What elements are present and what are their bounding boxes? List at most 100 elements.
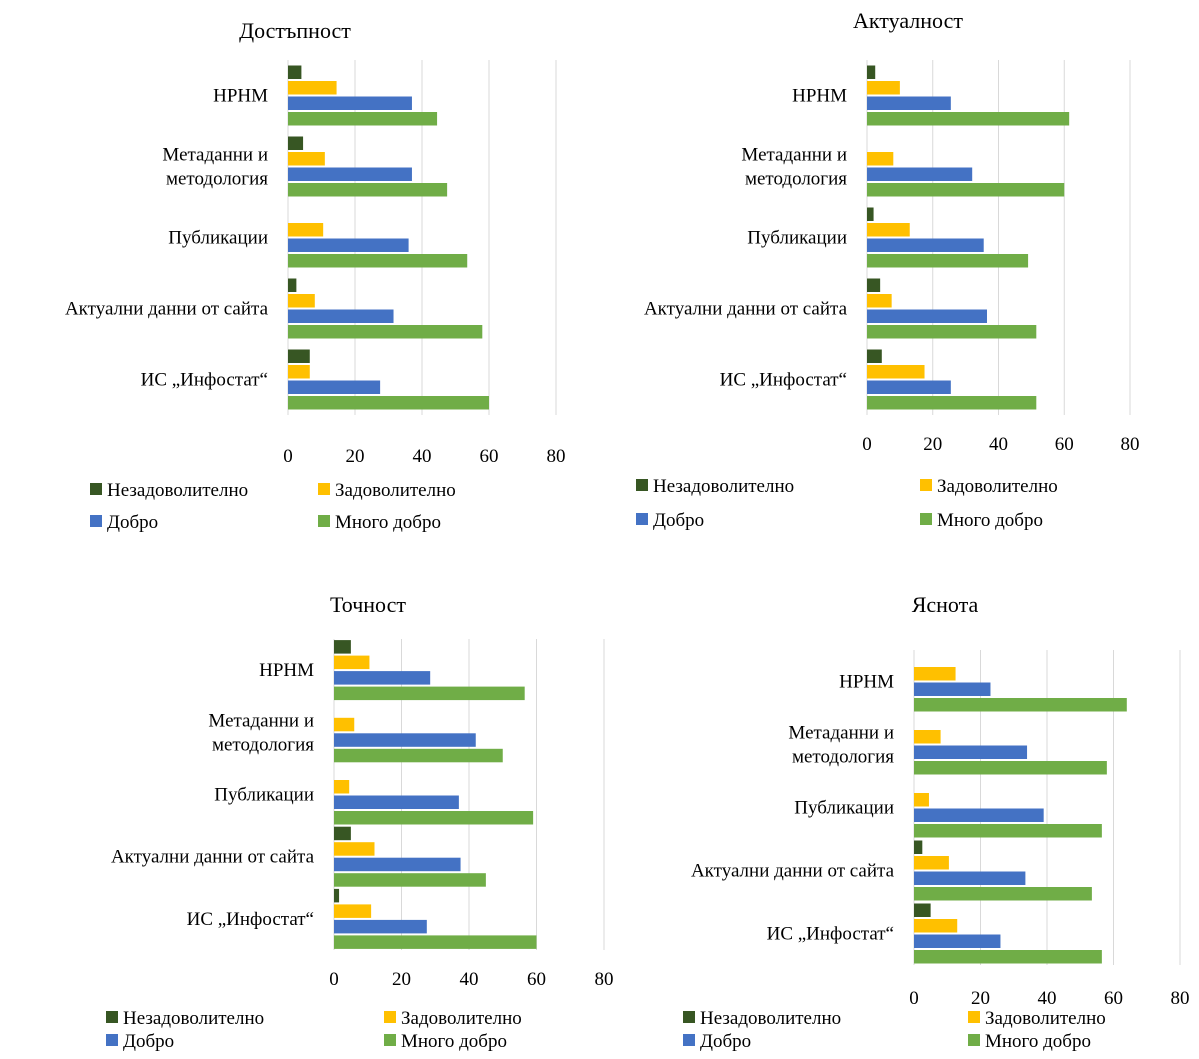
bar-2-3	[334, 780, 350, 794]
category-label: Публикации	[747, 228, 847, 249]
x-tick-label: 60	[1104, 988, 1123, 1009]
bar-4-5	[867, 396, 1037, 410]
category-label: Актуални данни от сайта	[111, 847, 315, 868]
bar-3-3	[288, 238, 409, 252]
bar-2-5	[334, 904, 372, 918]
bar-3-1	[914, 682, 991, 696]
bar-1-1	[867, 65, 876, 79]
category-label: ИС „Инфостат“	[767, 924, 894, 945]
legend-label: Много добро	[335, 512, 441, 533]
category-label: методология	[792, 747, 894, 768]
legend-swatch	[636, 513, 648, 525]
bar-4-1	[288, 112, 438, 126]
bar-3-5	[867, 380, 951, 394]
bar-4-2	[914, 761, 1107, 775]
category-label: Публикации	[794, 798, 894, 819]
bar-1-1	[288, 65, 302, 79]
x-tick-label: 20	[392, 969, 411, 990]
x-tick-label: 60	[527, 969, 546, 990]
bar-1-1	[334, 640, 351, 654]
bar-1-5	[334, 888, 340, 903]
bar-2-3	[288, 223, 324, 237]
category-label: методология	[212, 734, 314, 755]
bar-4-1	[914, 698, 1127, 712]
x-tick-label: 40	[460, 969, 479, 990]
x-tick-label: 60	[480, 446, 499, 467]
category-label: Метаданни и	[788, 723, 894, 744]
bar-2-1	[334, 655, 370, 670]
bar-3-5	[914, 934, 1001, 948]
bar-3-3	[914, 808, 1044, 822]
chart-title: Актуалност	[853, 8, 963, 33]
legend-label: Много добро	[985, 1031, 1091, 1052]
chart-1: Достъпност 0 20 40 60 80 НРНМ Метаданни и методо…	[65, 18, 566, 533]
legend-label: Добро	[123, 1031, 174, 1052]
bar-3-4	[914, 871, 1026, 885]
bar-2-2	[334, 717, 355, 732]
bar-2-4	[914, 856, 949, 870]
bar-3-4	[288, 309, 394, 323]
bar-2-4	[288, 294, 315, 308]
x-tick-label: 0	[329, 969, 339, 990]
x-tick-label: 80	[1171, 988, 1190, 1009]
bar-3-1	[288, 96, 412, 110]
bar-1-4	[288, 278, 297, 292]
bar-4-4	[867, 325, 1037, 339]
category-label: НРНМ	[213, 86, 268, 107]
chart-4: Яснота 0 20 40 60 80 НРНМ Метаданни и методологи…	[683, 592, 1190, 1052]
legend-swatch	[384, 1034, 396, 1046]
category-label: НРНМ	[839, 672, 894, 693]
legend-swatch	[968, 1034, 980, 1046]
chart-2: Актуалност 0 20 40 60 80 НРНМ Метаданни и методо…	[636, 8, 1140, 531]
category-label: ИС „Инфостат“	[720, 370, 847, 391]
bar-2-1	[914, 667, 956, 681]
bar-4-4	[334, 873, 486, 887]
legend-label: Незадоволително	[700, 1008, 841, 1029]
bar-3-4	[334, 857, 461, 872]
bar-3-2	[867, 167, 973, 181]
bar-2-2	[914, 730, 941, 744]
bar-3-1	[334, 671, 431, 685]
bar-1-5	[914, 903, 931, 917]
x-tick-label: 40	[1038, 988, 1057, 1009]
x-tick-label: 80	[547, 446, 566, 467]
legend-swatch	[920, 479, 932, 491]
category-label: методология	[745, 169, 847, 190]
legend-swatch	[106, 1011, 118, 1023]
legend-swatch	[920, 513, 932, 525]
bar-2-1	[867, 81, 900, 95]
legend-label: Много добро	[401, 1031, 507, 1052]
bar-1-4	[334, 826, 351, 841]
bar-2-3	[867, 223, 910, 237]
legend-swatch	[90, 483, 102, 495]
bar-1-5	[867, 349, 882, 363]
bar-4-5	[334, 935, 537, 949]
category-label: Метаданни и	[741, 145, 847, 166]
x-tick-label: 20	[923, 434, 942, 455]
bar-3-4	[867, 309, 987, 323]
bar-4-3	[867, 254, 1029, 268]
legend-label: Добро	[700, 1031, 751, 1052]
bar-4-2	[867, 183, 1065, 197]
category-label: Публикации	[214, 785, 314, 806]
category-label: ИС „Инфостат“	[187, 909, 314, 930]
legend-label: Задоволително	[335, 480, 456, 501]
legend-swatch	[318, 483, 330, 495]
bar-4-1	[334, 686, 525, 701]
x-tick-label: 80	[1121, 434, 1140, 455]
x-tick-label: 0	[862, 434, 872, 455]
bar-3-2	[334, 733, 476, 747]
bar-3-3	[334, 795, 459, 809]
chart-title: Достъпност	[239, 18, 351, 43]
bar-2-5	[288, 365, 310, 379]
category-label: Публикации	[168, 228, 268, 249]
bar-4-3	[288, 254, 468, 268]
x-tick-label: 80	[595, 969, 614, 990]
legend-label: Незадоволително	[653, 476, 794, 497]
x-tick-label: 40	[989, 434, 1008, 455]
legend-swatch	[968, 1011, 980, 1023]
legend-label: Незадоволително	[107, 480, 248, 501]
bar-4-3	[334, 811, 534, 825]
legend-swatch	[106, 1034, 118, 1046]
bar-1-2	[288, 136, 304, 150]
